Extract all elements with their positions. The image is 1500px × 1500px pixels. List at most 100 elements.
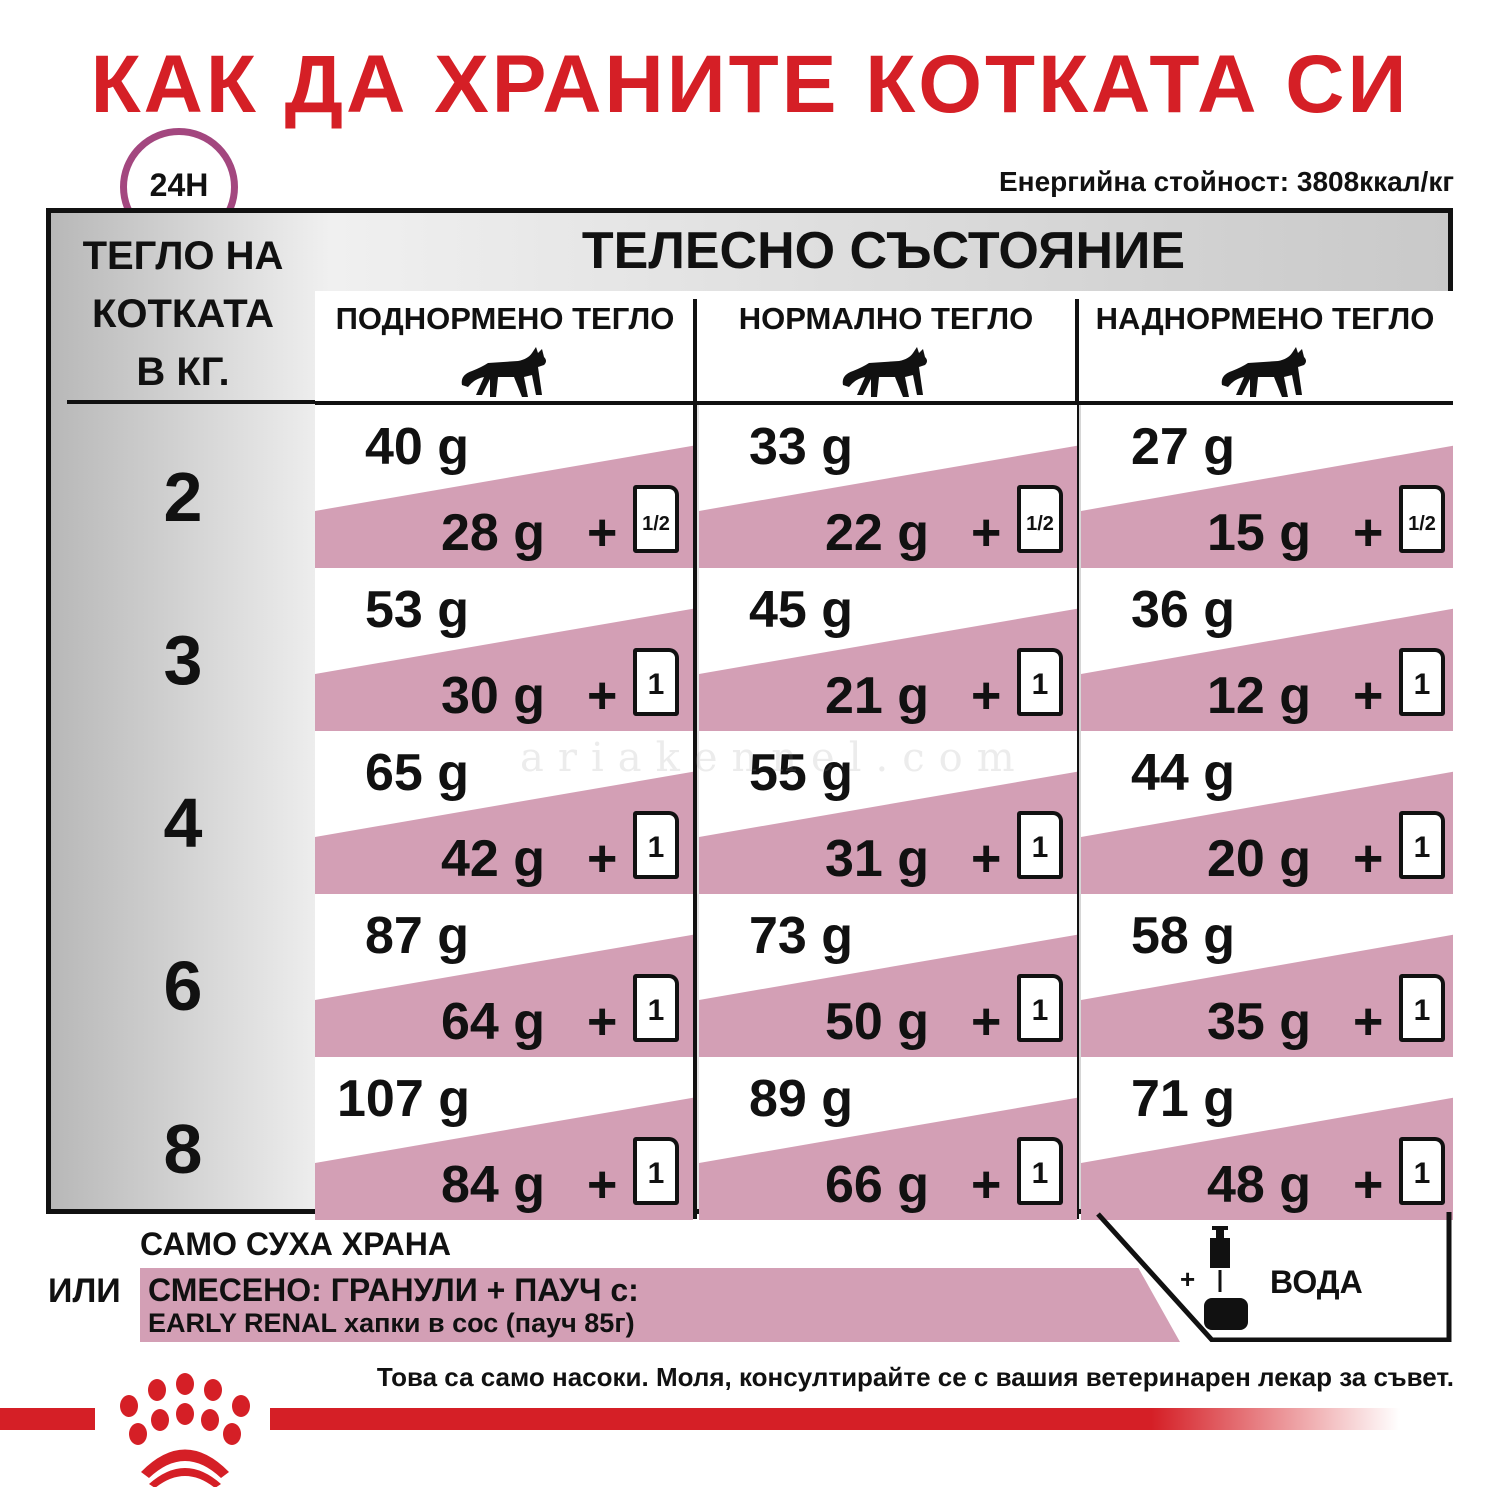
divider — [315, 401, 1453, 405]
plus-sign: + — [971, 830, 1002, 888]
mixed-amount: 20 g — [1207, 830, 1312, 888]
pouch-icon: 1 — [1399, 811, 1445, 879]
column-header: НОРМАЛНО ТЕГЛО — [695, 291, 1077, 401]
pouch-icon: 1 — [633, 811, 679, 879]
dry-amount: 53 g — [365, 581, 470, 639]
pouch-quantity: 1/2 — [642, 513, 670, 535]
royal-canin-crown-logo — [120, 1373, 250, 1487]
mixed-amount: 64 g — [441, 993, 546, 1051]
pouch-icon: 1 — [1017, 1137, 1063, 1205]
pouch-icon: 1 — [1399, 648, 1445, 716]
clock-label: 24H — [149, 167, 209, 203]
mixed-label: СМЕСЕНО: ГРАНУЛИ + ПАУЧ с: — [148, 1272, 639, 1308]
pouch-quantity: 1 — [1031, 994, 1049, 1027]
pouch-icon: 1 — [1017, 811, 1063, 879]
weight-header-line: КОТКАТА — [91, 292, 275, 336]
feeding-cell: 33 g 22 g +1/2 — [699, 405, 1077, 568]
pouch-icon: 1 — [1399, 974, 1445, 1042]
pouch-quantity: 1 — [1413, 994, 1431, 1027]
cat-silhouette-icon — [842, 347, 927, 397]
plus-sign: + — [587, 993, 618, 1051]
cat-weight: 8 — [163, 1110, 203, 1188]
mixed-amount: 50 g — [825, 993, 930, 1051]
column-header-label: НАДНОРМЕНО ТЕГЛО — [1095, 301, 1435, 336]
dry-only-label: САМО СУХА ХРАНА — [140, 1226, 451, 1262]
cat-silhouette-icon — [461, 347, 546, 397]
disclaimer: Това са само насоки. Моля, консултирайте… — [376, 1362, 1454, 1392]
feeding-cell: 36 g 12 g +1 — [1081, 568, 1453, 731]
plus-sign: + — [971, 1156, 1002, 1214]
pouch-icon: 1 — [633, 1137, 679, 1205]
pouch-quantity: 1 — [647, 1157, 665, 1190]
divider — [693, 299, 697, 1219]
pouch-quantity: 1 — [1413, 1157, 1431, 1190]
feeding-cell: 40 g 28 g +1/2 — [315, 405, 693, 568]
feeding-cell: 44 g 20 g +1 — [1081, 731, 1453, 894]
dry-amount: 27 g — [1131, 418, 1236, 476]
weight-header: ТЕГЛО НА КОТКАТА В КГ. — [51, 227, 315, 401]
pouch-icon: 1/2 — [633, 485, 679, 553]
mixed-amount: 21 g — [825, 667, 930, 725]
feeding-cell: 107 g 84 g +1 — [315, 1057, 693, 1220]
dry-amount: 87 g — [365, 907, 470, 965]
plus-sign: + — [587, 1156, 618, 1214]
feeding-cell: 58 g 35 g +1 — [1081, 894, 1453, 1057]
cat-silhouette-icon — [1221, 347, 1306, 397]
mixed-amount: 48 g — [1207, 1156, 1312, 1214]
divider — [1075, 299, 1079, 1219]
mixed-amount: 84 g — [441, 1156, 546, 1214]
weight-header-line: ТЕГЛО НА — [82, 234, 284, 278]
pouch-icon: 1 — [1399, 1137, 1445, 1205]
dry-amount: 55 g — [749, 744, 854, 802]
divider — [67, 400, 315, 404]
dry-amount: 107 g — [337, 1070, 470, 1128]
mixed-amount: 66 g — [825, 1156, 930, 1214]
mixed-amount: 31 g — [825, 830, 930, 888]
dry-amount: 36 g — [1131, 581, 1236, 639]
feeding-cell: 53 g 30 g +1 — [315, 568, 693, 731]
mixed-amount: 15 g — [1207, 504, 1312, 562]
pouch-quantity: 1 — [1031, 1157, 1049, 1190]
pouch-icon: 1/2 — [1399, 485, 1445, 553]
column-header-label: НОРМАЛНО ТЕГЛО — [738, 301, 1034, 336]
dry-amount: 71 g — [1131, 1070, 1236, 1128]
mixed-amount: 12 g — [1207, 667, 1312, 725]
weight-header-line: В КГ. — [136, 350, 230, 394]
water-box: + ВОДА — [1094, 1212, 1453, 1342]
dry-amount: 73 g — [749, 907, 854, 965]
pouch-quantity: 1 — [1413, 831, 1431, 864]
brand-bar — [270, 1408, 1400, 1430]
mixed-amount: 22 g — [825, 504, 930, 562]
mixed-amount: 30 g — [441, 667, 546, 725]
cat-weight: 3 — [163, 621, 203, 699]
water-box-border — [1096, 1212, 1452, 1342]
column-header-label: ПОДНОРМЕНО ТЕГЛО — [335, 301, 675, 336]
dry-amount: 44 g — [1131, 744, 1236, 802]
feeding-cell: 45 g 21 g +1 — [699, 568, 1077, 731]
feeding-cell: 55 g 31 g +1 — [699, 731, 1077, 894]
or-label: ИЛИ — [48, 1272, 121, 1310]
dry-amount: 45 g — [749, 581, 854, 639]
mixed-feeding-legend: СМЕСЕНО: ГРАНУЛИ + ПАУЧ с: EARLY RENAL х… — [140, 1268, 1180, 1342]
mixed-amount: 42 g — [441, 830, 546, 888]
feeding-cell: 87 g 64 g +1 — [315, 894, 693, 1057]
plus-sign: + — [1353, 504, 1384, 562]
water-label: ВОДА — [1270, 1264, 1363, 1300]
dry-amount: 40 g — [365, 418, 470, 476]
pouch-quantity: 1 — [1031, 831, 1049, 864]
brand-bar — [0, 1408, 95, 1430]
energy-value: Енергийна стойност: 3808ккал/кг — [998, 166, 1454, 197]
mixed-product: EARLY RENAL хапки в сос (пауч 85г) — [148, 1308, 635, 1338]
feeding-cell: 89 g 66 g +1 — [699, 1057, 1077, 1220]
water-tap-icon — [1204, 1226, 1248, 1330]
plus-sign: + — [587, 830, 618, 888]
plus-sign: + — [971, 667, 1002, 725]
feeding-cell: 73 g 50 g +1 — [699, 894, 1077, 1057]
dry-amount: 58 g — [1131, 907, 1236, 965]
cat-weight: 6 — [163, 947, 203, 1025]
pouch-quantity: 1 — [647, 668, 665, 701]
pouch-quantity: 1 — [647, 831, 665, 864]
feeding-cell: 71 g 48 g +1 — [1081, 1057, 1453, 1220]
watermark: ariakennel.com — [520, 735, 1029, 781]
pouch-icon: 1 — [1017, 974, 1063, 1042]
